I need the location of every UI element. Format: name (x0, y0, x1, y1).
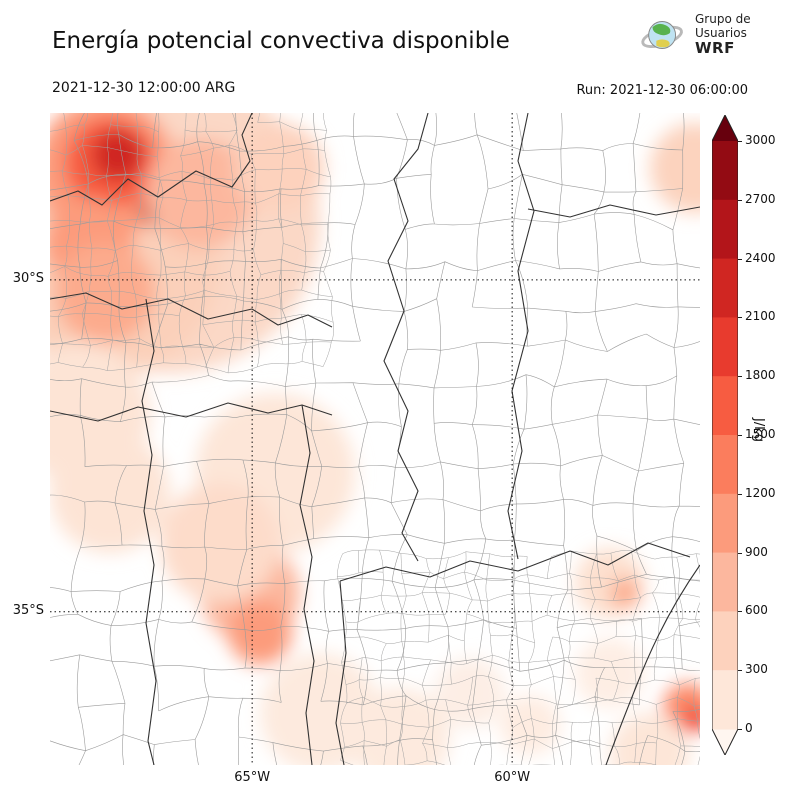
colorbar-tick-label: 1200 (745, 485, 776, 500)
colorbar-tick-label: 2400 (745, 250, 776, 265)
ytick-label: 35°S (12, 602, 44, 618)
colorbar-tick-label: 2100 (745, 309, 776, 324)
run-time-label: Run: 2021-12-30 06:00:00 (576, 83, 748, 98)
colorbar-tickmark (738, 141, 742, 142)
colorbar-tick-label: 600 (745, 603, 768, 618)
map-area (50, 113, 700, 765)
colorbar (711, 113, 739, 757)
page-title: Energía potencial convectiva disponible (52, 28, 510, 54)
colorbar-tick-label: 1800 (745, 368, 776, 383)
logo-text-line3: WRF (695, 39, 735, 58)
colorbar-tickmark (738, 258, 742, 260)
colorbar-tickmark (738, 199, 742, 201)
colorbar-units-label: J/kg (751, 418, 766, 442)
logo-text-line2: Usuarios (695, 26, 747, 41)
department-boundaries-layer (50, 113, 700, 765)
globe-icon (641, 21, 683, 49)
xtick-label: 65°W (234, 770, 271, 785)
wrf-logo: Grupo de Usuarios WRF (640, 12, 751, 58)
colorbar-tickmark (738, 493, 742, 495)
logo-text: Grupo de Usuarios WRF (695, 12, 751, 58)
colorbar-tick-label: 3000 (745, 133, 776, 147)
map-canvas (50, 113, 700, 765)
colorbar-tickmark (738, 435, 742, 436)
colorbar-tick-label: 300 (745, 662, 768, 677)
colorbar-tickmark (738, 317, 742, 319)
colorbar-tick-label: 900 (745, 544, 768, 559)
colorbar-tickmark (738, 552, 742, 554)
colorbar-tickmark (738, 670, 742, 672)
colorbar-tick-label: 0 (745, 721, 753, 735)
colorbar-tickmark (738, 729, 742, 730)
colorbar-tick-label: 1500 (745, 427, 776, 441)
ytick-label: 30°S (12, 270, 44, 286)
province-boundaries (50, 113, 700, 765)
colorbar-tickmark (738, 611, 742, 613)
colorbar-tickmark (738, 376, 742, 378)
logo-text-line1: Grupo de (695, 12, 751, 26)
graticule-layer (50, 113, 700, 765)
xtick-label: 60°W (494, 770, 531, 785)
valid-time-label: 2021-12-30 12:00:00 ARG (52, 80, 236, 96)
colorbar-canvas (711, 113, 739, 757)
colorbar-tick-label: 2700 (745, 191, 776, 206)
